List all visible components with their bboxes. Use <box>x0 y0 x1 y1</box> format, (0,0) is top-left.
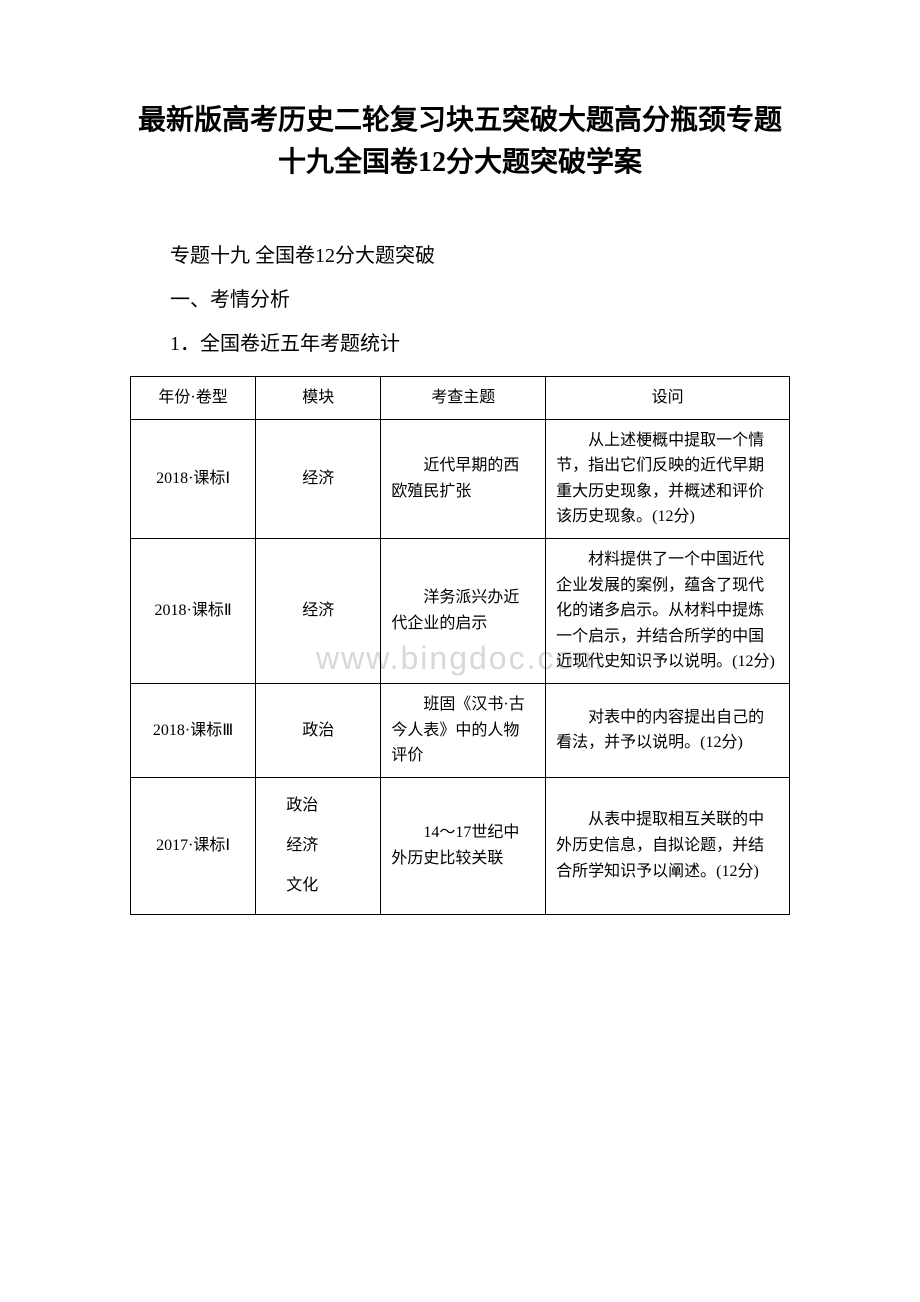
cell-year: 2018·课标Ⅲ <box>131 683 256 777</box>
cell-module: 经济 <box>256 538 381 683</box>
header-question: 设问 <box>546 377 790 420</box>
cell-question: 对表中的内容提出自己的看法，并予以说明。(12分) <box>546 683 790 777</box>
cell-module: 经济 <box>256 419 381 538</box>
cell-topic: 近代早期的西欧殖民扩张 <box>381 419 546 538</box>
cell-question: 材料提供了一个中国近代企业发展的案例，蕴含了现代化的诸多启示。从材料中提炼一个启… <box>546 538 790 683</box>
cell-question: 从上述梗概中提取一个情节，指出它们反映的近代早期重大历史现象，并概述和评价该历史… <box>546 419 790 538</box>
table-row: 2018·课标Ⅰ 经济 近代早期的西欧殖民扩张 从上述梗概中提取一个情节，指出它… <box>131 419 790 538</box>
cell-module: 政治 <box>256 683 381 777</box>
header-topic: 考查主题 <box>381 377 546 420</box>
table-header-row: 年份·卷型 模块 考查主题 设问 <box>131 377 790 420</box>
header-year: 年份·卷型 <box>131 377 256 420</box>
cell-question: 从表中提取相互关联的中外历史信息，自拟论题，并结合所学知识予以阐述。(12分) <box>546 777 790 914</box>
cell-topic: 班固《汉书·古今人表》中的人物评价 <box>381 683 546 777</box>
table-row: 2018·课标Ⅲ 政治 班固《汉书·古今人表》中的人物评价 对表中的内容提出自己… <box>131 683 790 777</box>
table-row: 2017·课标Ⅰ 政治经济文化 14～17世纪中外历史比较关联 从表中提取相互关… <box>131 777 790 914</box>
cell-topic: 14～17世纪中外历史比较关联 <box>381 777 546 914</box>
table-row: 2018·课标Ⅱ 经济 洋务派兴办近代企业的启示 材料提供了一个中国近代企业发展… <box>131 538 790 683</box>
section-analysis: 一、考情分析 <box>130 278 790 322</box>
cell-year: 2017·课标Ⅰ <box>131 777 256 914</box>
section-topic: 专题十九 全国卷12分大题突破 <box>130 234 790 278</box>
header-module: 模块 <box>256 377 381 420</box>
exam-stats-table: 年份·卷型 模块 考查主题 设问 2018·课标Ⅰ 经济 近代早期的西欧殖民扩张… <box>130 376 790 915</box>
page-title: 最新版高考历史二轮复习块五突破大题高分瓶颈专题十九全国卷12分大题突破学案 <box>130 100 790 184</box>
cell-topic: 洋务派兴办近代企业的启示 <box>381 538 546 683</box>
section-stats: 1．全国卷近五年考题统计 <box>130 322 790 366</box>
cell-year: 2018·课标Ⅰ <box>131 419 256 538</box>
cell-module: 政治经济文化 <box>256 777 381 914</box>
cell-year: 2018·课标Ⅱ <box>131 538 256 683</box>
